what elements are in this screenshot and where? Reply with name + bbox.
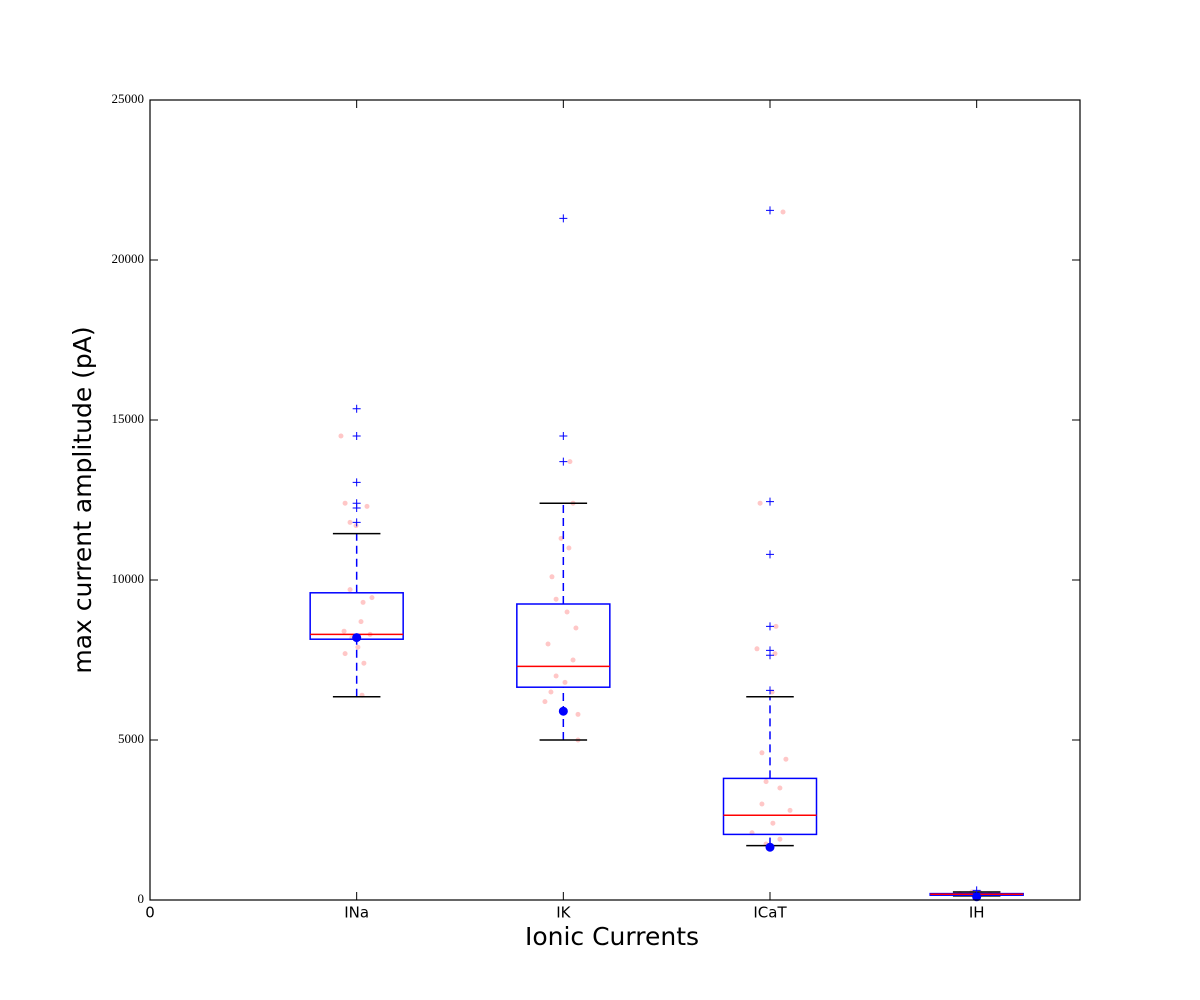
data-point — [566, 545, 572, 551]
data-point — [342, 651, 348, 657]
data-point — [342, 500, 348, 506]
data-point — [573, 625, 579, 631]
data-point — [358, 619, 364, 625]
y-axis-label: max current amplitude (pA) — [68, 326, 97, 673]
outlier — [766, 206, 774, 215]
data-point — [575, 711, 581, 717]
x-axis-label: Ionic Currents — [525, 922, 699, 951]
y-tick-label: 0 — [138, 891, 145, 906]
outlier — [766, 550, 774, 559]
data-point — [564, 609, 570, 615]
data-point — [777, 785, 783, 791]
data-point — [757, 500, 763, 506]
data-point — [777, 836, 783, 842]
box — [516, 603, 611, 688]
data-point — [558, 535, 564, 541]
x-tick-label: IH — [969, 904, 985, 922]
data-point — [338, 433, 344, 439]
outlier — [352, 432, 361, 440]
outlier — [766, 497, 774, 506]
data-point — [369, 595, 375, 601]
data-point — [360, 599, 366, 605]
mean-marker — [765, 842, 775, 852]
outlier — [352, 504, 361, 512]
outlier — [559, 432, 568, 440]
data-point — [553, 673, 559, 679]
box — [722, 777, 818, 836]
y-tick-label: 25000 — [112, 91, 145, 106]
box — [309, 592, 404, 640]
outlier — [766, 622, 774, 631]
data-point — [763, 779, 769, 785]
data-point — [787, 807, 793, 813]
outlier — [766, 651, 774, 660]
data-point — [353, 523, 359, 529]
data-point — [347, 519, 353, 525]
outlier — [352, 518, 361, 527]
data-point — [549, 574, 555, 580]
data-point — [567, 459, 573, 465]
data-point — [341, 628, 347, 634]
data-point — [570, 657, 576, 663]
data-point — [780, 209, 786, 215]
data-point — [759, 750, 765, 756]
data-point — [542, 699, 548, 705]
data-point — [347, 587, 353, 593]
data-point — [545, 641, 551, 647]
y-tick-label: 5000 — [118, 731, 144, 746]
x-tick-label: INa — [344, 904, 369, 922]
data-point — [754, 646, 760, 652]
data-point — [364, 503, 370, 509]
mean-marker — [972, 892, 982, 902]
x-tick-label: ICaT — [753, 904, 787, 922]
data-point — [548, 689, 554, 695]
y-tick-label: 10000 — [112, 571, 145, 586]
data-point — [759, 801, 765, 807]
plot-frame — [149, 99, 1081, 901]
outlier — [352, 404, 361, 413]
data-point — [361, 660, 367, 666]
outlier — [559, 457, 568, 466]
outlier — [559, 214, 568, 223]
y-tick-label: 20000 — [112, 251, 145, 266]
data-point — [770, 820, 776, 826]
y-tick-label: 15000 — [112, 411, 145, 426]
mean-marker — [352, 633, 362, 643]
data-point — [783, 756, 789, 762]
outlier — [766, 686, 774, 695]
data-point — [355, 644, 361, 650]
mean-marker — [558, 706, 568, 716]
data-point — [773, 623, 779, 629]
outlier — [352, 478, 361, 487]
x-tick-label: IK — [556, 904, 571, 922]
data-point — [562, 679, 568, 685]
x-tick-label: 0 — [145, 904, 155, 922]
data-point — [553, 596, 559, 602]
